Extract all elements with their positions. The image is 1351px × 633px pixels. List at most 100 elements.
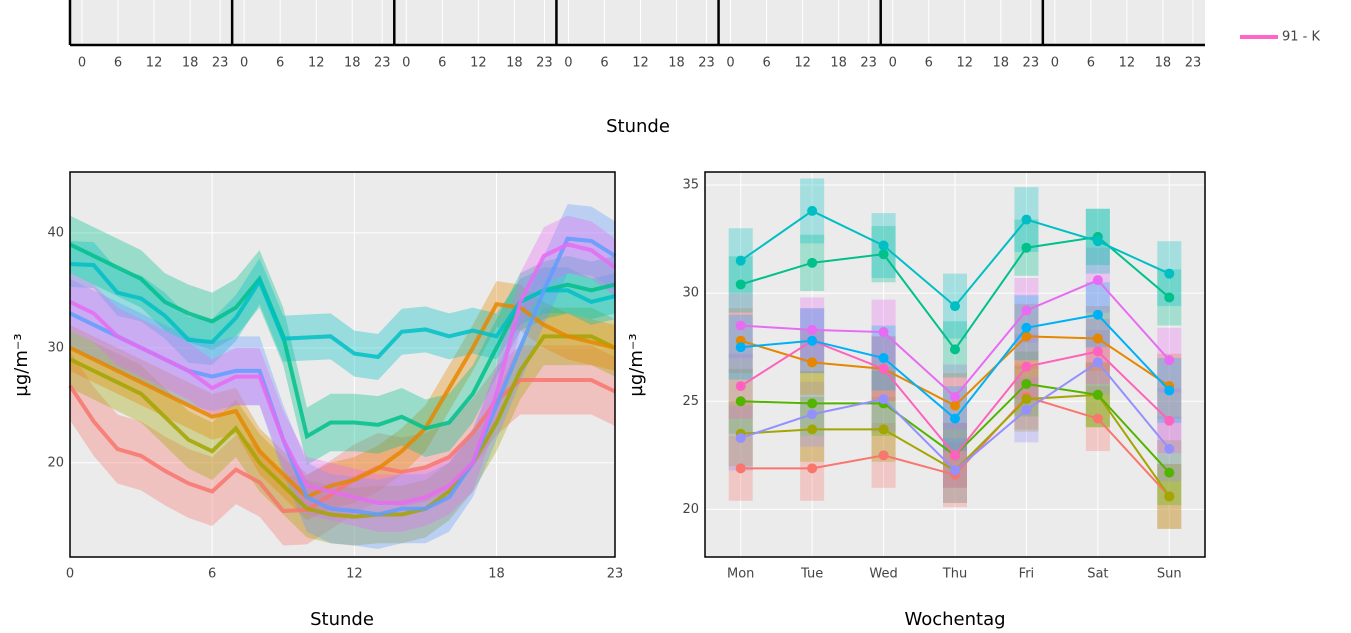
x-tick-label: 0 [78,56,86,71]
marker [1164,467,1175,478]
line [69,301,616,500]
x-tick-label: Thu [942,567,967,582]
marker [1021,394,1032,405]
x-tick-label: 23 [1185,56,1202,71]
x-tick-label: Fri [1019,567,1035,582]
x-tick-label: 18 [506,56,523,71]
x-axis-title: Wochentag [904,609,1005,630]
y-tick-label: 30 [47,340,64,355]
x-tick-label: 18 [993,56,1010,71]
marker [807,463,818,474]
marker [1164,385,1175,396]
band [70,215,615,466]
marker [807,409,818,420]
x-tick-label: 18 [488,567,505,582]
marker [1021,242,1032,253]
band [70,345,615,546]
x-tick-label: 12 [146,56,163,71]
marker [950,301,960,312]
x-tick-label: 0 [726,56,734,71]
marker [1164,292,1175,303]
marker [807,424,818,435]
marker [1021,361,1032,372]
x-tick-label: 6 [1087,56,1095,71]
panel-background [232,0,395,45]
x-tick-label: Sat [1087,567,1108,582]
marker [1021,305,1032,316]
marker [878,353,889,364]
x-tick-label: 23 [212,56,229,71]
panel-background [70,0,233,45]
x-tick-label: 23 [536,56,553,71]
x-tick-label: 0 [240,56,248,71]
x-tick-label: 12 [470,56,487,71]
x-axis-title: Stunde [310,609,374,630]
marker [878,363,889,374]
marker [878,394,889,405]
x-tick-label: Tue [800,567,823,582]
marker [807,257,818,268]
marker [807,205,818,216]
panel-background [880,0,1043,45]
marker [950,400,960,411]
marker [878,240,889,251]
marker [878,450,889,461]
x-tick-label: 12 [308,56,325,71]
x-tick-label: Wed [869,567,897,582]
marker [735,396,746,407]
marker [735,279,746,290]
x-tick-label: 6 [762,56,770,71]
legend-label: 91 - K [1282,30,1320,45]
marker [735,342,746,353]
x-tick-label: 12 [632,56,649,71]
marker [1092,413,1103,424]
panel-background [718,0,881,45]
y-axis-title: µg/m⁻³ [626,333,647,396]
y-tick-label: 40 [47,225,64,240]
band [70,204,615,549]
x-tick-label: 0 [66,567,74,582]
panel-background [394,0,557,45]
y-axis-title: µg/m⁻³ [11,333,32,396]
x-tick-label: 0 [564,56,572,71]
marker [1021,214,1032,225]
x-tick-label: 6 [438,56,446,71]
x-tick-label: 6 [208,567,216,582]
marker [1164,268,1175,279]
line [69,261,616,360]
marker [950,413,960,424]
panel-background [1042,0,1205,45]
x-tick-label: 23 [860,56,877,71]
marker [1092,389,1103,400]
x-tick-label: 12 [794,56,811,71]
marker [950,344,960,355]
marker [807,357,818,368]
marker [950,450,960,461]
marker [1092,346,1103,357]
x-tick-label: 18 [182,56,199,71]
marker [1021,331,1032,342]
marker [735,320,746,331]
marker [1164,355,1175,366]
line [69,334,616,519]
panel-background [556,0,719,45]
marker [1092,357,1103,368]
x-tick-label: 6 [925,56,933,71]
marker [807,335,818,346]
marker [735,255,746,266]
marker [950,391,960,402]
x-tick-label: 6 [114,56,122,71]
y-tick-label: 30 [682,286,699,301]
x-tick-label: 12 [346,567,363,582]
marker [1092,236,1103,247]
x-tick-label: 12 [1119,56,1136,71]
x-tick-label: 18 [830,56,847,71]
band [70,240,615,381]
line [68,378,616,514]
marker [1092,309,1103,320]
marker [807,398,818,409]
marker [735,433,746,444]
x-tick-label: 18 [344,56,361,71]
y-tick-label: 25 [682,394,699,409]
